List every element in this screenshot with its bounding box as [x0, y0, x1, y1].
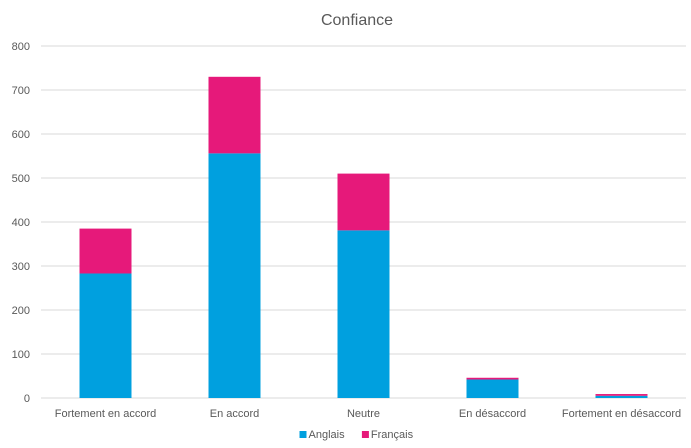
x-tick-label: En désaccord [459, 408, 526, 420]
bar-segment-anglais [79, 273, 132, 398]
bars [79, 76, 648, 398]
y-tick-label: 600 [12, 129, 30, 141]
y-tick-label: 100 [12, 349, 30, 361]
x-tick-label: Fortement en désaccord [562, 408, 681, 420]
legend: Anglais Français [299, 429, 414, 441]
bar-segment-francais [595, 394, 648, 396]
bar-segment-anglais [466, 379, 519, 398]
x-tick-label: En accord [210, 408, 260, 420]
chart-title: Confiance [321, 12, 393, 29]
bar-segment-anglais [208, 153, 261, 398]
bar-segment-francais [337, 173, 390, 231]
bar-segment-francais [79, 228, 132, 274]
x-axis: Fortement en accord En accord Neutre En dés… [55, 408, 681, 420]
legend-swatch [299, 431, 307, 438]
y-tick-label: 400 [12, 217, 30, 229]
bar-segment-francais [466, 377, 519, 380]
x-tick-label: Neutre [347, 408, 380, 420]
legend-swatch [361, 431, 369, 438]
legend-label: Français [371, 429, 414, 441]
bar-segment-anglais [337, 230, 390, 398]
y-tick-label: 700 [12, 85, 30, 97]
y-tick-label: 500 [12, 173, 30, 185]
y-tick-label: 200 [12, 305, 30, 317]
bar-segment-anglais [595, 395, 648, 398]
y-tick-label: 0 [24, 393, 30, 405]
y-tick-label: 300 [12, 261, 30, 273]
y-axis: 0 100 200 300 400 500 600 700 800 [12, 41, 30, 405]
y-tick-label: 800 [12, 41, 30, 53]
legend-label: Anglais [309, 429, 346, 441]
x-tick-label: Fortement en accord [55, 408, 157, 420]
bar-segment-francais [208, 76, 261, 154]
